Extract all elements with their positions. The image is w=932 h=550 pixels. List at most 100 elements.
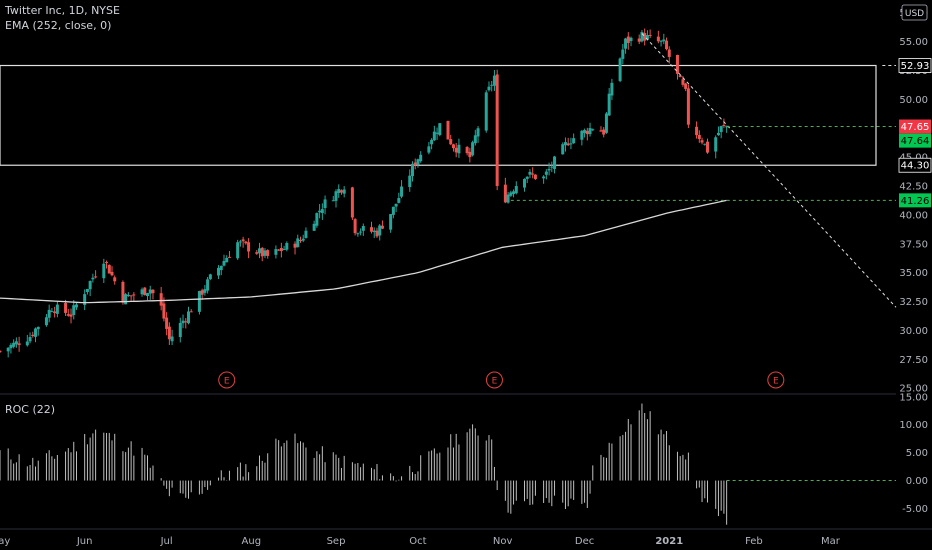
candle[interactable] xyxy=(629,36,633,47)
candle[interactable] xyxy=(263,248,267,259)
candle[interactable] xyxy=(451,143,455,152)
candle[interactable] xyxy=(400,180,404,199)
candle[interactable] xyxy=(533,174,537,180)
candle[interactable] xyxy=(665,37,669,51)
candle[interactable] xyxy=(0,350,2,354)
candle[interactable] xyxy=(203,284,207,296)
candle[interactable] xyxy=(12,339,16,349)
candle[interactable] xyxy=(361,223,365,236)
candle[interactable] xyxy=(293,241,297,255)
candle[interactable] xyxy=(102,258,106,284)
candle[interactable] xyxy=(74,302,78,310)
candle[interactable] xyxy=(430,138,434,150)
candle[interactable] xyxy=(432,125,436,141)
candle[interactable] xyxy=(124,293,128,305)
candle[interactable] xyxy=(427,142,431,155)
candle[interactable] xyxy=(372,227,376,239)
candle[interactable] xyxy=(334,189,338,208)
price-badge[interactable]: 52.93 xyxy=(898,58,932,73)
roc-panel[interactable] xyxy=(0,403,896,525)
candle[interactable] xyxy=(17,336,21,352)
candle[interactable] xyxy=(200,288,204,300)
price-badge[interactable]: 44.30 xyxy=(898,157,932,173)
candle[interactable] xyxy=(610,78,614,100)
candle[interactable] xyxy=(53,306,57,318)
candle[interactable] xyxy=(186,306,190,325)
candle[interactable] xyxy=(110,266,114,277)
candle[interactable] xyxy=(296,234,300,248)
candle[interactable] xyxy=(129,295,133,301)
candle[interactable] xyxy=(126,292,130,297)
candle[interactable] xyxy=(162,297,166,322)
candle[interactable] xyxy=(148,285,152,300)
earnings-marker[interactable]: E xyxy=(218,371,236,389)
candle[interactable] xyxy=(487,81,491,92)
candle[interactable] xyxy=(438,123,442,137)
candle[interactable] xyxy=(9,342,13,354)
candle[interactable] xyxy=(389,214,393,233)
candle[interactable] xyxy=(140,287,144,297)
candle[interactable] xyxy=(495,69,499,191)
candle[interactable] xyxy=(514,181,518,195)
candle[interactable] xyxy=(34,327,38,343)
candle[interactable] xyxy=(544,169,548,180)
candle[interactable] xyxy=(695,121,699,139)
candle[interactable] xyxy=(25,334,29,347)
candle[interactable] xyxy=(561,142,565,155)
candle[interactable] xyxy=(449,134,453,146)
candle[interactable] xyxy=(170,329,174,346)
candle[interactable] xyxy=(83,289,87,311)
candle[interactable] xyxy=(722,118,726,128)
candle[interactable] xyxy=(143,287,147,296)
candle[interactable] xyxy=(151,289,155,300)
candle[interactable] xyxy=(206,276,210,294)
candle[interactable] xyxy=(490,80,494,92)
candle[interactable] xyxy=(208,273,212,281)
candle[interactable] xyxy=(416,158,420,168)
candle[interactable] xyxy=(512,189,516,198)
candle[interactable] xyxy=(719,125,723,139)
candle[interactable] xyxy=(648,29,652,39)
candle[interactable] xyxy=(244,240,248,245)
candle[interactable] xyxy=(370,221,374,234)
candle[interactable] xyxy=(320,203,324,220)
candle[interactable] xyxy=(184,318,188,329)
candle[interactable] xyxy=(457,138,461,158)
currency-label[interactable]: USD xyxy=(901,4,928,21)
candle[interactable] xyxy=(279,242,283,258)
candle[interactable] xyxy=(94,270,98,279)
candle[interactable] xyxy=(36,326,40,336)
candle[interactable] xyxy=(107,264,111,274)
candle[interactable] xyxy=(618,57,622,83)
candle[interactable] xyxy=(550,161,554,173)
price-badge[interactable]: 41.26 xyxy=(899,193,931,208)
candle[interactable] xyxy=(471,140,475,157)
candle[interactable] xyxy=(312,220,316,231)
price-axis[interactable]: 25.00 27.50 30.00 32.50 35.00 37.50 40.00 42.50… xyxy=(898,4,932,515)
candle[interactable] xyxy=(506,191,510,204)
candle[interactable] xyxy=(113,275,117,285)
candle[interactable] xyxy=(159,286,163,311)
candle[interactable] xyxy=(522,178,526,192)
candle[interactable] xyxy=(602,127,606,138)
candle[interactable] xyxy=(659,40,663,47)
candle[interactable] xyxy=(55,301,59,318)
candle[interactable] xyxy=(706,138,710,154)
candle[interactable] xyxy=(626,32,630,50)
candle[interactable] xyxy=(247,238,251,259)
candle[interactable] xyxy=(375,227,379,238)
candle[interactable] xyxy=(181,314,185,329)
candle[interactable] xyxy=(72,300,76,320)
candle[interactable] xyxy=(282,245,286,250)
ema-252-line[interactable] xyxy=(0,199,727,304)
candle[interactable] xyxy=(189,309,193,313)
candle[interactable] xyxy=(380,220,384,230)
candle[interactable] xyxy=(167,322,171,345)
candle[interactable] xyxy=(178,317,182,343)
candle[interactable] xyxy=(585,127,589,141)
candle[interactable] xyxy=(435,127,439,140)
candle[interactable] xyxy=(484,90,488,133)
candle[interactable] xyxy=(640,30,644,43)
candle[interactable] xyxy=(353,218,357,236)
